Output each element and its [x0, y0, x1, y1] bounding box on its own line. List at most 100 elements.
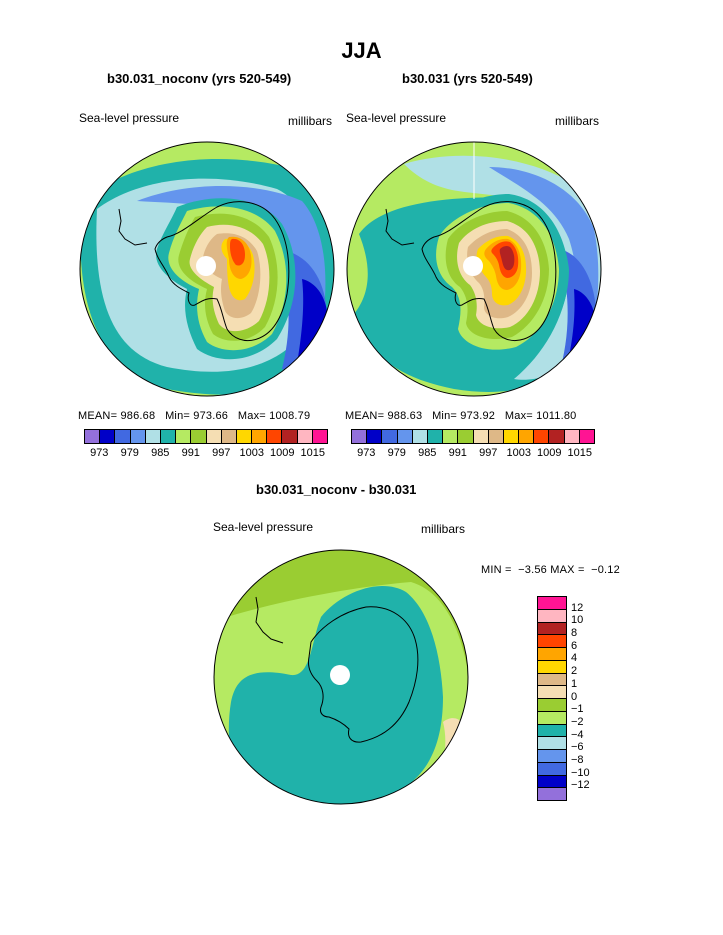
diff-colorbar-swatch-8 — [538, 699, 566, 712]
colorbar-tick-label: 1015 — [567, 447, 592, 459]
colorbar-swatch-3 — [397, 430, 413, 443]
page-title: JJA — [341, 38, 382, 63]
colorbar-swatch-15 — [579, 430, 594, 443]
colorbar-swatch-13 — [282, 430, 298, 443]
colorbar-tick-label: 979 — [387, 447, 406, 459]
colorbar-swatch-14 — [297, 430, 313, 443]
diff-variable-label: Sea-level pressure — [213, 520, 314, 534]
diff-colorbar-swatch-13 — [538, 762, 566, 776]
map-fill-minus4 — [228, 586, 443, 804]
diff-colorbar-tick-label: −6 — [571, 741, 584, 754]
colorbar-swatch-10 — [503, 430, 520, 443]
diff-colorbar-tick-label: 6 — [571, 639, 578, 652]
diff-colorbar-swatch-15 — [538, 788, 566, 800]
colorbar-tick-label: 1009 — [270, 447, 295, 459]
colorbar-swatch-1 — [367, 430, 383, 443]
colorbar-swatch-11 — [519, 430, 535, 443]
colorbar-swatch-14 — [564, 430, 580, 443]
map-fill-982 — [489, 167, 599, 367]
colorbar-swatch-0 — [352, 430, 368, 443]
colorbar-swatch-9 — [221, 430, 237, 443]
colorbar-swatch-5 — [427, 430, 444, 443]
map-fill-1009 — [230, 238, 245, 266]
right-colorbar-swatches — [351, 429, 595, 444]
diff-colorbar-tick-label: −2 — [571, 715, 584, 728]
right-panel-title: b30.031 (yrs 520-549) — [402, 71, 533, 86]
diff-colorbar-swatch-6 — [538, 673, 566, 687]
diff-colorbar-swatches — [537, 596, 567, 801]
diff-colorbar-swatch-2 — [538, 622, 566, 636]
colorbar-tick-label: 985 — [151, 447, 170, 459]
right-colorbar: 973 979 985 991 997 1003 1009 1015 — [351, 429, 595, 461]
diff-colorbar-swatch-9 — [538, 711, 566, 725]
diff-colorbar-tick-label: 8 — [571, 627, 578, 640]
south-america-outline — [118, 208, 148, 246]
south-america-outline — [255, 596, 284, 644]
diff-colorbar-tick-label: 10 — [571, 614, 584, 627]
diff-colorbar-tick-label: 2 — [571, 665, 578, 678]
colorbar-tick-label: 991 — [181, 447, 200, 459]
colorbar-swatch-9 — [488, 430, 504, 443]
left-polar-map — [79, 141, 335, 397]
colorbar-tick-label: 985 — [418, 447, 437, 459]
left-panel-title: b30.031_noconv (yrs 520-549) — [107, 71, 292, 86]
colorbar-tick-label: 997 — [212, 447, 231, 459]
diff-colorbar-tick-label: −8 — [571, 753, 584, 766]
colorbar-tick-label: 973 — [90, 447, 109, 459]
colorbar-swatch-12 — [534, 430, 550, 443]
colorbar-swatch-11 — [252, 430, 268, 443]
colorbar-tick-label: 991 — [448, 447, 467, 459]
colorbar-swatch-15 — [312, 430, 327, 443]
antarctica-coastline — [154, 201, 290, 342]
antarctica-coastline — [421, 201, 557, 342]
diff-colorbar-swatch-10 — [538, 724, 566, 738]
diff-colorbar-swatch-14 — [538, 775, 566, 789]
colorbar-swatch-3 — [130, 430, 146, 443]
diff-colorbar-tick-label: 0 — [571, 690, 578, 703]
colorbar-swatch-6 — [176, 430, 192, 443]
colorbar-tick-label: 973 — [357, 447, 376, 459]
left-stats: MEAN= 986.68 Min= 973.66 Max= 1008.79 — [78, 410, 311, 422]
diff-colorbar-swatch-1 — [538, 609, 566, 623]
colorbar-swatch-8 — [206, 430, 222, 443]
diff-colorbar-tick-label: −4 — [571, 728, 584, 741]
north-edge — [213, 549, 469, 805]
colorbar-swatch-2 — [115, 430, 131, 443]
colorbar-swatch-4 — [412, 430, 428, 443]
diff-colorbar-swatch-3 — [538, 635, 566, 648]
diff-colorbar-swatch-12 — [538, 750, 566, 763]
diff-colorbar-swatch-7 — [538, 686, 566, 699]
left-colorbar-swatches — [84, 429, 328, 444]
diff-colorbar-tick-label: −10 — [571, 766, 590, 779]
left-colorbar: 973 979 985 991 997 1003 1009 1015 — [84, 429, 328, 461]
diff-units-label: millibars — [421, 522, 466, 536]
colorbar-tick-label: 997 — [479, 447, 498, 459]
colorbar-swatch-4 — [145, 430, 161, 443]
right-units-label: millibars — [555, 114, 600, 128]
colorbar-swatch-12 — [267, 430, 283, 443]
diff-panel-title: b30.031_noconv - b30.031 — [256, 482, 417, 497]
diff-colorbar-swatch-5 — [538, 660, 566, 674]
colorbar-tick-label: 1009 — [537, 447, 562, 459]
colorbar-swatch-2 — [382, 430, 398, 443]
diff-colorbar-tick-label: −1 — [571, 703, 584, 716]
colorbar-swatch-6 — [443, 430, 459, 443]
right-colorbar-ticks: 973 979 985 991 997 1003 1009 1015 — [351, 447, 595, 461]
diff-colorbar-swatch-4 — [538, 648, 566, 661]
pole-marker — [196, 256, 216, 276]
left-colorbar-ticks: 973 979 985 991 997 1003 1009 1015 — [84, 447, 328, 461]
diff-colorbar-tick-label: 1 — [571, 677, 578, 690]
colorbar-tick-label: 979 — [120, 447, 139, 459]
diff-colorbar-swatch-0 — [538, 597, 566, 610]
pole-marker — [330, 665, 350, 685]
pole-marker — [463, 256, 483, 276]
left-units-label: millibars — [288, 114, 333, 128]
colorbar-swatch-1 — [100, 430, 116, 443]
colorbar-swatch-13 — [549, 430, 565, 443]
diff-colorbar-tick-label: −12 — [571, 779, 590, 792]
south-america-outline — [385, 208, 415, 246]
diff-colorbar-tick-label: 4 — [571, 652, 578, 665]
colorbar-tick-label: 1003 — [239, 447, 264, 459]
right-stats: MEAN= 988.63 Min= 973.92 Max= 1011.80 — [345, 410, 577, 422]
colorbar-swatch-0 — [85, 430, 101, 443]
